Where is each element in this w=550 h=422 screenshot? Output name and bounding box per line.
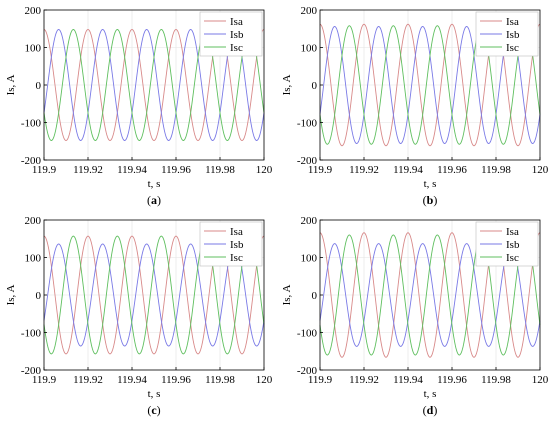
y-axis-label: Is, A	[281, 285, 293, 306]
series-line-isb	[319, 243, 541, 347]
y-tick-label: -200	[21, 365, 42, 377]
legend-label-isc: Isc	[230, 42, 243, 54]
legend-label-isa: Isa	[506, 16, 519, 28]
y-tick-label: 100	[25, 43, 42, 55]
y-tick-label: -100	[21, 118, 42, 130]
x-tick-label: 119.96	[437, 164, 467, 176]
legend-label-isa: Isa	[230, 16, 243, 28]
x-tick-label: 119.98	[481, 164, 511, 176]
series-line-isc	[43, 29, 265, 141]
x-tick-label: 119.92	[349, 374, 379, 386]
panel-label: (b)	[423, 193, 438, 207]
panel-label: (d)	[423, 403, 438, 417]
y-tick-label: 200	[25, 215, 42, 227]
y-tick-label: 200	[301, 5, 318, 17]
panel-b: 119.9 119.92 119.94 119.96 119.98 120 200 100 0 -…	[281, 5, 549, 207]
legend-label-isa: Isa	[230, 226, 243, 238]
x-tick-label: 120	[532, 374, 549, 386]
series-line-isb	[43, 243, 265, 347]
y-tick-label: 100	[25, 253, 42, 265]
series-line-isc	[319, 234, 541, 356]
panel-label: (a)	[147, 193, 161, 207]
panel-d: 119.9 119.92 119.94 119.96 119.98 120 200 100 0 -…	[281, 215, 549, 417]
x-tick-label: 119.9	[308, 164, 333, 176]
y-tick-label: 0	[36, 80, 42, 92]
x-tick-label: 119.96	[161, 374, 191, 386]
y-axis-label: Is, A	[5, 285, 17, 306]
panel-label: (c)	[147, 403, 160, 417]
y-axis-label: Is, A	[5, 75, 17, 96]
y-tick-label: 200	[301, 215, 318, 227]
x-tick-label: 119.98	[205, 374, 235, 386]
y-tick-label: 200	[25, 5, 42, 17]
x-tick-label: 119.9	[32, 374, 57, 386]
legend-label-isc: Isc	[506, 42, 519, 54]
x-tick-label: 119.94	[117, 164, 147, 176]
x-axis-label: t, s	[424, 388, 437, 400]
x-tick-label: 120	[256, 374, 273, 386]
y-tick-label: 0	[312, 290, 318, 302]
x-tick-label: 119.98	[481, 374, 511, 386]
series-line-isc	[43, 235, 265, 355]
legend-label-isb: Isb	[230, 29, 244, 41]
x-axis-label: t, s	[148, 178, 161, 190]
series-line-isc	[319, 25, 541, 145]
panel-a: 119.9 119.92 119.94 119.96 119.98 120 200 100 0 -…	[5, 5, 273, 207]
x-tick-label: 119.9	[308, 374, 333, 386]
x-tick-label: 119.94	[393, 164, 423, 176]
legend-label-isc: Isc	[230, 252, 243, 264]
y-tick-label: -100	[297, 328, 318, 340]
x-axis-label: t, s	[148, 388, 161, 400]
y-tick-label: -100	[297, 118, 318, 130]
x-tick-label: 119.94	[117, 374, 147, 386]
y-tick-label: -200	[297, 155, 318, 167]
legend-label-isb: Isb	[230, 239, 244, 251]
y-tick-label: -200	[21, 155, 42, 167]
legend-label-isb: Isb	[506, 239, 520, 251]
x-tick-label: 119.9	[32, 164, 57, 176]
x-tick-label: 120	[532, 164, 549, 176]
y-tick-label: 0	[36, 290, 42, 302]
x-tick-label: 119.92	[73, 374, 103, 386]
x-tick-label: 120	[256, 164, 273, 176]
x-tick-label: 119.96	[437, 374, 467, 386]
legend-label-isc: Isc	[506, 252, 519, 264]
y-tick-label: 0	[312, 80, 318, 92]
legend-label-isb: Isb	[506, 29, 520, 41]
y-tick-label: 100	[301, 43, 318, 55]
x-tick-label: 119.98	[205, 164, 235, 176]
x-tick-label: 119.94	[393, 374, 423, 386]
y-tick-label: -200	[297, 365, 318, 377]
legend-label-isa: Isa	[506, 226, 519, 238]
y-tick-label: 100	[301, 253, 318, 265]
x-tick-label: 119.92	[73, 164, 103, 176]
x-tick-label: 119.96	[161, 164, 191, 176]
x-tick-label: 119.92	[349, 164, 379, 176]
panel-c: 119.9 119.92 119.94 119.96 119.98 120 200 100 0 -…	[5, 215, 273, 417]
y-tick-label: -100	[21, 328, 42, 340]
x-axis-label: t, s	[424, 178, 437, 190]
y-axis-label: Is, A	[281, 75, 293, 96]
